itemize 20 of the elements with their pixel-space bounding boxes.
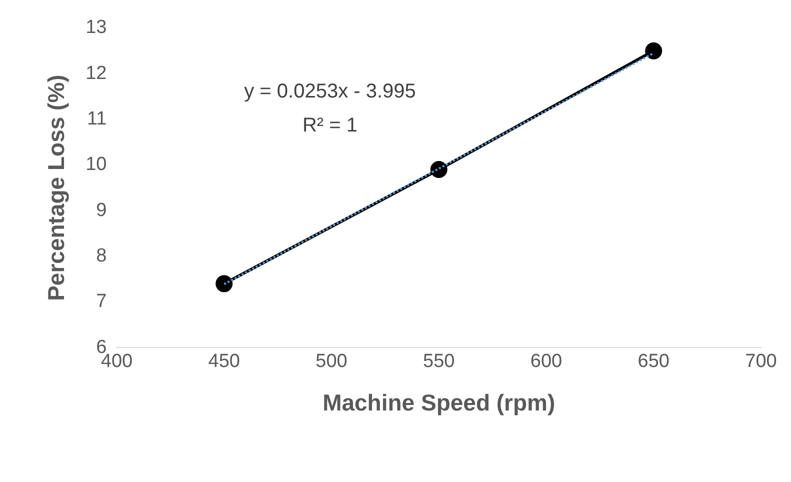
annotation: y = 0.0253x - 3.995 xyxy=(244,80,416,103)
x-tick-label: 500 xyxy=(316,351,348,372)
point xyxy=(216,275,233,292)
y-axis-title: Percentage Loss (%) xyxy=(43,74,70,301)
x-tick-label: 550 xyxy=(423,351,455,372)
x-tick-label: 700 xyxy=(745,351,777,372)
x-tick-label: 650 xyxy=(638,351,670,372)
x-tick-label: 600 xyxy=(530,351,562,372)
y-tick-label: 11 xyxy=(87,108,107,130)
x-tick-label: 450 xyxy=(208,351,240,372)
point xyxy=(430,161,448,178)
y-tick-label: 7 xyxy=(96,291,107,312)
y-tick-label: 13 xyxy=(86,17,107,38)
point xyxy=(645,42,662,60)
y-tick-label: 8 xyxy=(96,246,107,267)
x-axis-title: Machine Speed (rpm) xyxy=(322,390,556,416)
annotation: R² = 1 xyxy=(302,114,358,137)
y-tick-label: 9 xyxy=(96,200,107,221)
y-tick-label: 12 xyxy=(86,62,107,84)
y-tick-label: 10 xyxy=(86,154,107,176)
